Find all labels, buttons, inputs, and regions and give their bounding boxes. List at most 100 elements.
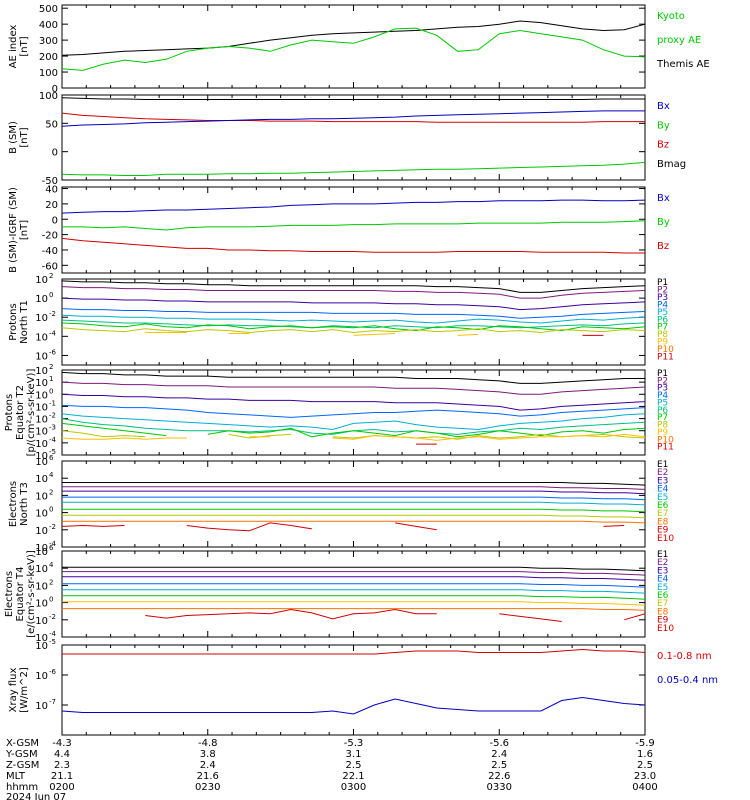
y-tick-label: 10 bbox=[35, 366, 48, 377]
footer-tick-value: 2.3 bbox=[54, 760, 70, 771]
footer-tick-value: 2.5 bbox=[491, 760, 507, 771]
y-tick-label: 10 bbox=[35, 641, 48, 652]
legend-label: P7 bbox=[657, 413, 668, 423]
y-tick-label: 10 bbox=[35, 633, 48, 644]
series-line-e7 bbox=[62, 601, 646, 606]
y-axis-label: Protons bbox=[4, 394, 15, 431]
legend-label: E9 bbox=[657, 526, 669, 536]
footer-tick-value: 0230 bbox=[195, 782, 220, 793]
y-axis-label: B (SM) bbox=[8, 121, 19, 154]
legend-label: E8 bbox=[657, 517, 669, 527]
footer-tick-value: 3.1 bbox=[346, 749, 362, 760]
y-tick-label: 10 bbox=[35, 474, 48, 485]
series-line-bmag bbox=[61, 97, 645, 100]
y-tick-exponent: -1 bbox=[49, 399, 56, 407]
legend-label: E4 bbox=[657, 485, 669, 495]
y-tick-label: 0 bbox=[52, 215, 58, 226]
legend-label: P6 bbox=[657, 406, 668, 416]
legend-label: P9 bbox=[657, 338, 668, 348]
series-line-e8 bbox=[62, 520, 646, 524]
legend-label: E10 bbox=[657, 624, 674, 634]
y-tick-exponent: 4 bbox=[49, 561, 54, 569]
series-line-p8 bbox=[228, 433, 292, 439]
legend-label: Bz bbox=[657, 140, 669, 151]
series-line-p7 bbox=[61, 422, 167, 437]
footer-tick-value: 23.0 bbox=[634, 771, 656, 782]
legend-label: E10 bbox=[657, 534, 674, 544]
y-tick-label: -60 bbox=[42, 261, 58, 272]
series-line-e7 bbox=[62, 514, 646, 519]
footer-tick-value: 0330 bbox=[487, 782, 512, 793]
y-tick-label: 0 bbox=[52, 84, 58, 95]
footer-tick-value: 2.4 bbox=[200, 760, 216, 771]
legend-label: P2 bbox=[657, 376, 668, 386]
series-line-p9 bbox=[332, 433, 646, 441]
y-tick-exponent: -6 bbox=[49, 348, 57, 356]
y-tick-label: 10 bbox=[35, 509, 48, 520]
series-line-bx bbox=[61, 199, 646, 214]
footer-tick-value: 0400 bbox=[632, 782, 657, 793]
y-tick-exponent: 0 bbox=[49, 596, 53, 604]
y-tick-label: 10 bbox=[35, 526, 48, 537]
y-axis-label: Equator T2 bbox=[15, 385, 26, 440]
legend-label: Bz bbox=[657, 241, 669, 252]
y-tick-label: 10 bbox=[35, 491, 48, 502]
series-line-p7 bbox=[61, 322, 646, 332]
y-tick-exponent: -5 bbox=[49, 638, 56, 646]
legend-label: P9 bbox=[657, 428, 668, 438]
y-tick-exponent: 2 bbox=[49, 363, 53, 371]
series-line-e9 bbox=[603, 525, 625, 527]
footer-row-label: X-GSM bbox=[6, 738, 39, 749]
legend-label: P11 bbox=[657, 443, 674, 453]
footer-tick-value: -5.6 bbox=[489, 738, 509, 749]
y-tick-label: 10 bbox=[35, 378, 48, 389]
legend-label: 0.05-0.4 nm bbox=[657, 675, 718, 686]
series-line-p1 bbox=[61, 371, 645, 384]
series-line-e9 bbox=[395, 522, 437, 531]
series-line-themis-ae bbox=[61, 20, 646, 56]
footer-tick-value: 22.1 bbox=[342, 771, 364, 782]
y-axis-label: [p/(cm²-s-sr-keV)] bbox=[26, 369, 37, 457]
y-tick-exponent: -4 bbox=[49, 329, 57, 337]
y-tick-label: 10 bbox=[35, 390, 48, 401]
legend-label: P8 bbox=[657, 330, 668, 340]
footer-row-label: Z-GSM bbox=[6, 760, 39, 771]
series-line-e6 bbox=[62, 508, 646, 513]
y-axis-label: [W/m^2] bbox=[19, 667, 30, 713]
series-line-e9 bbox=[61, 524, 125, 527]
y-tick-exponent: -6 bbox=[49, 668, 57, 676]
footer-tick-value: 22.6 bbox=[488, 771, 510, 782]
panel-frame bbox=[61, 550, 646, 638]
y-tick-label: 20 bbox=[45, 200, 58, 211]
footer-tick-value: 4.4 bbox=[54, 749, 70, 760]
panel-frame bbox=[61, 4, 646, 89]
legend-label: By bbox=[657, 217, 670, 228]
y-tick-exponent: 6 bbox=[49, 454, 54, 462]
series-line-p7 bbox=[207, 427, 646, 438]
y-tick-label: 200 bbox=[39, 52, 58, 63]
y-tick-exponent: 0 bbox=[49, 387, 53, 395]
series-line-p8 bbox=[61, 327, 646, 334]
footer-tick-value: 2.4 bbox=[491, 749, 507, 760]
series-line-p8 bbox=[61, 430, 146, 438]
series-line-0-1-0-8-nm bbox=[62, 648, 646, 655]
legend-label: P10 bbox=[657, 345, 674, 355]
series-line-0-05-0-4-nm bbox=[61, 696, 646, 715]
series-line-e4 bbox=[62, 583, 646, 588]
y-tick-exponent: 0 bbox=[49, 291, 53, 299]
footer-tick-value: -5.3 bbox=[344, 738, 364, 749]
y-tick-label: -50 bbox=[42, 176, 58, 187]
legend-label: Bx bbox=[657, 101, 670, 112]
y-axis-label: Equator T4 bbox=[15, 567, 26, 622]
legend-label: E2 bbox=[657, 558, 668, 568]
footer-row-label: Y-GSM bbox=[5, 749, 38, 760]
y-tick-label: 10 bbox=[35, 616, 48, 627]
y-tick-label: 10 bbox=[35, 402, 48, 413]
series-line-p4 bbox=[61, 308, 646, 319]
y-tick-exponent: -4 bbox=[49, 540, 57, 548]
legend-label: P3 bbox=[657, 293, 668, 303]
series-line-bz bbox=[61, 112, 645, 123]
